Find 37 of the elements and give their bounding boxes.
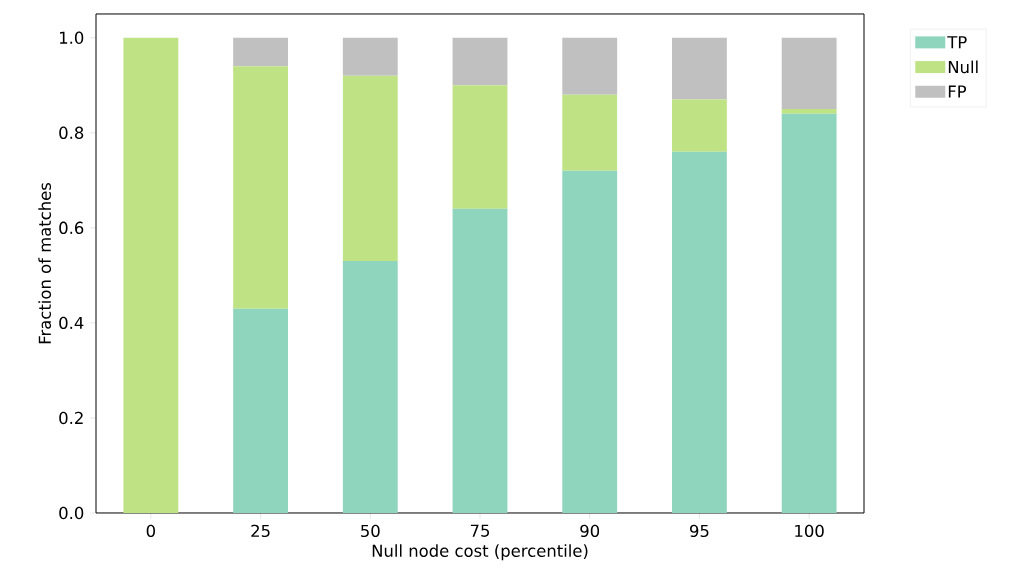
legend-label: TP (947, 36, 967, 49)
y-tick-label: 0.0 (59, 506, 84, 520)
x-axis-title: Null node cost (percentile) (372, 544, 588, 561)
bar (562, 94, 618, 171)
legend-label: Null (948, 60, 978, 74)
bar (123, 37, 179, 513)
bar (342, 75, 398, 262)
y-tick-label: 1.0 (60, 31, 84, 44)
x-tick-label: 95 (690, 524, 709, 538)
bar (781, 113, 837, 513)
y-tick-label: 0.8 (59, 126, 84, 140)
x-tick-label: 25 (251, 524, 270, 538)
x-tick-label: 90 (580, 524, 600, 538)
bar (233, 66, 289, 309)
y-tick-label: 0.4 (59, 316, 84, 330)
bar (233, 308, 289, 513)
x-tick-label: 100 (795, 524, 824, 538)
bar (233, 37, 289, 67)
bar (672, 99, 727, 152)
x-tick-label: 50 (361, 524, 380, 538)
y-tick-label: 0.6 (59, 221, 84, 235)
bar (672, 37, 727, 100)
bar (781, 37, 837, 110)
bar (562, 170, 618, 513)
x-tick-label: 75 (470, 524, 490, 537)
bar (452, 37, 508, 86)
bar (781, 109, 837, 114)
bar (452, 208, 508, 513)
bar (562, 37, 618, 95)
legend-label: FP (948, 85, 967, 98)
bar (452, 85, 508, 209)
y-axis-title: Fraction of matches (38, 182, 52, 344)
bar (672, 151, 727, 513)
x-tick-label: 0 (146, 524, 155, 538)
y-tick-label: 0.2 (59, 411, 83, 425)
bar (342, 261, 398, 513)
bar (342, 37, 398, 76)
